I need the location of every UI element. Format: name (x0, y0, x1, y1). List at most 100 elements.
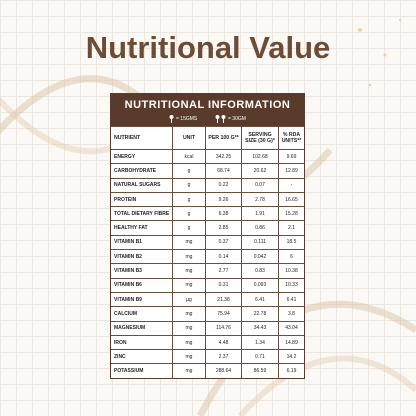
table-cell: 1.91 (241, 207, 278, 221)
table-cell: IRON (114, 339, 127, 346)
table-cell: 114.76 (205, 321, 241, 335)
table-cell: VITAMIN B9 (114, 296, 142, 303)
table-cell: 6.19 (278, 364, 304, 378)
table-cell: 0.37 (205, 235, 241, 250)
table-cell: 1.34 (241, 335, 278, 350)
legend-text: = 30GM (228, 116, 246, 122)
table-cell: mg (172, 235, 205, 250)
table-cell: 6.41 (278, 292, 304, 307)
title: Nutritional Value (85, 30, 331, 65)
table-cell: 2.85 (205, 221, 241, 235)
table-row: PROTEIN g 9.26 2.78 16.65 (111, 191, 304, 207)
column-header: SERVING SIZE (30 G)* (241, 127, 278, 149)
table-cell: ZINC (114, 353, 126, 360)
table-row: IRON mg 4.48 1.34 14.89 (111, 334, 304, 350)
legend-text: = 15GMS (176, 116, 198, 122)
table-cell: kcal (172, 150, 205, 164)
table-cell: TOTAL DIETARY FIBRE (114, 210, 170, 217)
header-row: NUTRIENT UNIT PER 100 G** SERVING SIZE (30 … (111, 126, 304, 149)
table-row: HEALTHY FAT g 2.85 0.86 2.1 (111, 220, 304, 235)
table-row: CALCIUM mg 75.94 22.78 3.8 (111, 306, 304, 321)
table-title: NUTRITIONAL INFORMATION (124, 99, 291, 111)
table-cell: mg (172, 335, 205, 350)
table-cell: 20.62 (241, 164, 278, 178)
table-cell: PROTEIN (114, 196, 137, 203)
table-cell: 10.33 (278, 278, 304, 292)
table-cell: 6.41 (241, 292, 278, 307)
table-row: VITAMIN B6 mg 0.31 0.093 10.33 (111, 277, 304, 292)
table-cell: g (172, 164, 205, 178)
table-row: CARBOHYDRATE g 68.74 20.62 12.89 (111, 163, 304, 178)
table-row: POTASSIUM mg 288.64 86.59 6.19 (111, 363, 304, 378)
table-cell: ENERGY (114, 153, 136, 160)
table-cell: MAGNESIUM (114, 325, 146, 332)
table-cell: 0.22 (205, 178, 241, 192)
column-header: PER 100 G** (205, 127, 241, 149)
table-cell: 102.68 (241, 150, 278, 164)
spoon-icon (169, 115, 174, 123)
table-cell: 0.31 (205, 278, 241, 292)
table-cell: mg (172, 307, 205, 321)
table-row: MAGNESIUM mg 114.76 34.43 43.04 (111, 320, 304, 335)
table-cell: 34.43 (241, 321, 278, 335)
nutrition-table: NUTRITIONAL INFORMATION = 15GMS = 30GM N… (110, 93, 305, 379)
table-title-bar: NUTRITIONAL INFORMATION = 15GMS = 30GM (111, 94, 304, 126)
table-cell: 68.74 (205, 164, 241, 178)
table-cell: mg (172, 264, 205, 278)
table-cell: HEALTHY FAT (114, 225, 148, 232)
table-cell: 12.89 (278, 164, 304, 178)
column-header: NUTRIENT (114, 135, 141, 141)
table-cell: 342.25 (205, 150, 241, 164)
table-cell: 22.78 (241, 307, 278, 321)
table-cell: 2.37 (205, 350, 241, 364)
table-cell: 15.28 (278, 207, 304, 221)
table-row: VITAMIN B3 mg 2.77 0.83 10.38 (111, 263, 304, 278)
table-cell: VITAMIN B3 (114, 268, 142, 275)
column-header: % RDA UNITS** (278, 127, 304, 149)
table-cell: µg (172, 292, 205, 307)
table-cell: 6.38 (205, 207, 241, 221)
table-cell: 21.38 (205, 292, 241, 307)
table-cell: mg (172, 321, 205, 335)
table-cell: 0.07 (241, 178, 278, 192)
table-cell: 3.8 (278, 307, 304, 321)
table-cell: - (278, 178, 304, 192)
table-cell: VITAMIN B6 (114, 282, 142, 289)
table-cell: 6 (278, 250, 304, 264)
table-cell: 2.78 (241, 192, 278, 207)
table-cell: POTASSIUM (114, 368, 144, 375)
table-cell: CARBOHYDRATE (114, 167, 157, 174)
table-cell: 4.48 (205, 335, 241, 350)
legend-item: = 15GMS (169, 115, 197, 123)
table-cell: mg (172, 278, 205, 292)
table-cell: 10.38 (278, 264, 304, 278)
table-row: VITAMIN B1 mg 0.37 0.111 18.5 (111, 234, 304, 250)
table-cell: 2.77 (205, 264, 241, 278)
table-row: VITAMIN B2 mg 0.14 0.042 6 (111, 249, 304, 264)
table-row: NATURAL SUGARS g 0.22 0.07- (111, 177, 304, 192)
table-cell: mg (172, 250, 205, 264)
table-cell: mg (172, 350, 205, 364)
table-cell: 18.5 (278, 235, 304, 250)
spoon-icon (215, 115, 226, 123)
table-cell: 0.111 (241, 235, 278, 250)
table-cell: 0.83 (241, 264, 278, 278)
table-cell: 16.65 (278, 192, 304, 207)
table-cell: VITAMIN B2 (114, 253, 142, 260)
table-cell: 9.69 (278, 150, 304, 164)
table-cell: mg (172, 364, 205, 378)
table-cell: NATURAL SUGARS (114, 182, 161, 189)
table-cell: 75.94 (205, 307, 241, 321)
table-cell: 0.14 (205, 250, 241, 264)
column-header: UNIT (172, 127, 205, 149)
table-cell: 14.89 (278, 335, 304, 350)
table-row: VITAMIN B9 µg 21.38 6.41 6.41 (111, 291, 304, 307)
table-cell: 0.86 (241, 221, 278, 235)
table-row: ENERGY kcal 342.25 102.68 9.69 (111, 149, 304, 164)
table-cell: CALCIUM (114, 310, 138, 317)
table-cell: 86.59 (241, 364, 278, 378)
legend-item: = 30GM (215, 115, 246, 123)
table-cell: VITAMIN B1 (114, 239, 142, 246)
table-cell: 0.042 (241, 250, 278, 264)
